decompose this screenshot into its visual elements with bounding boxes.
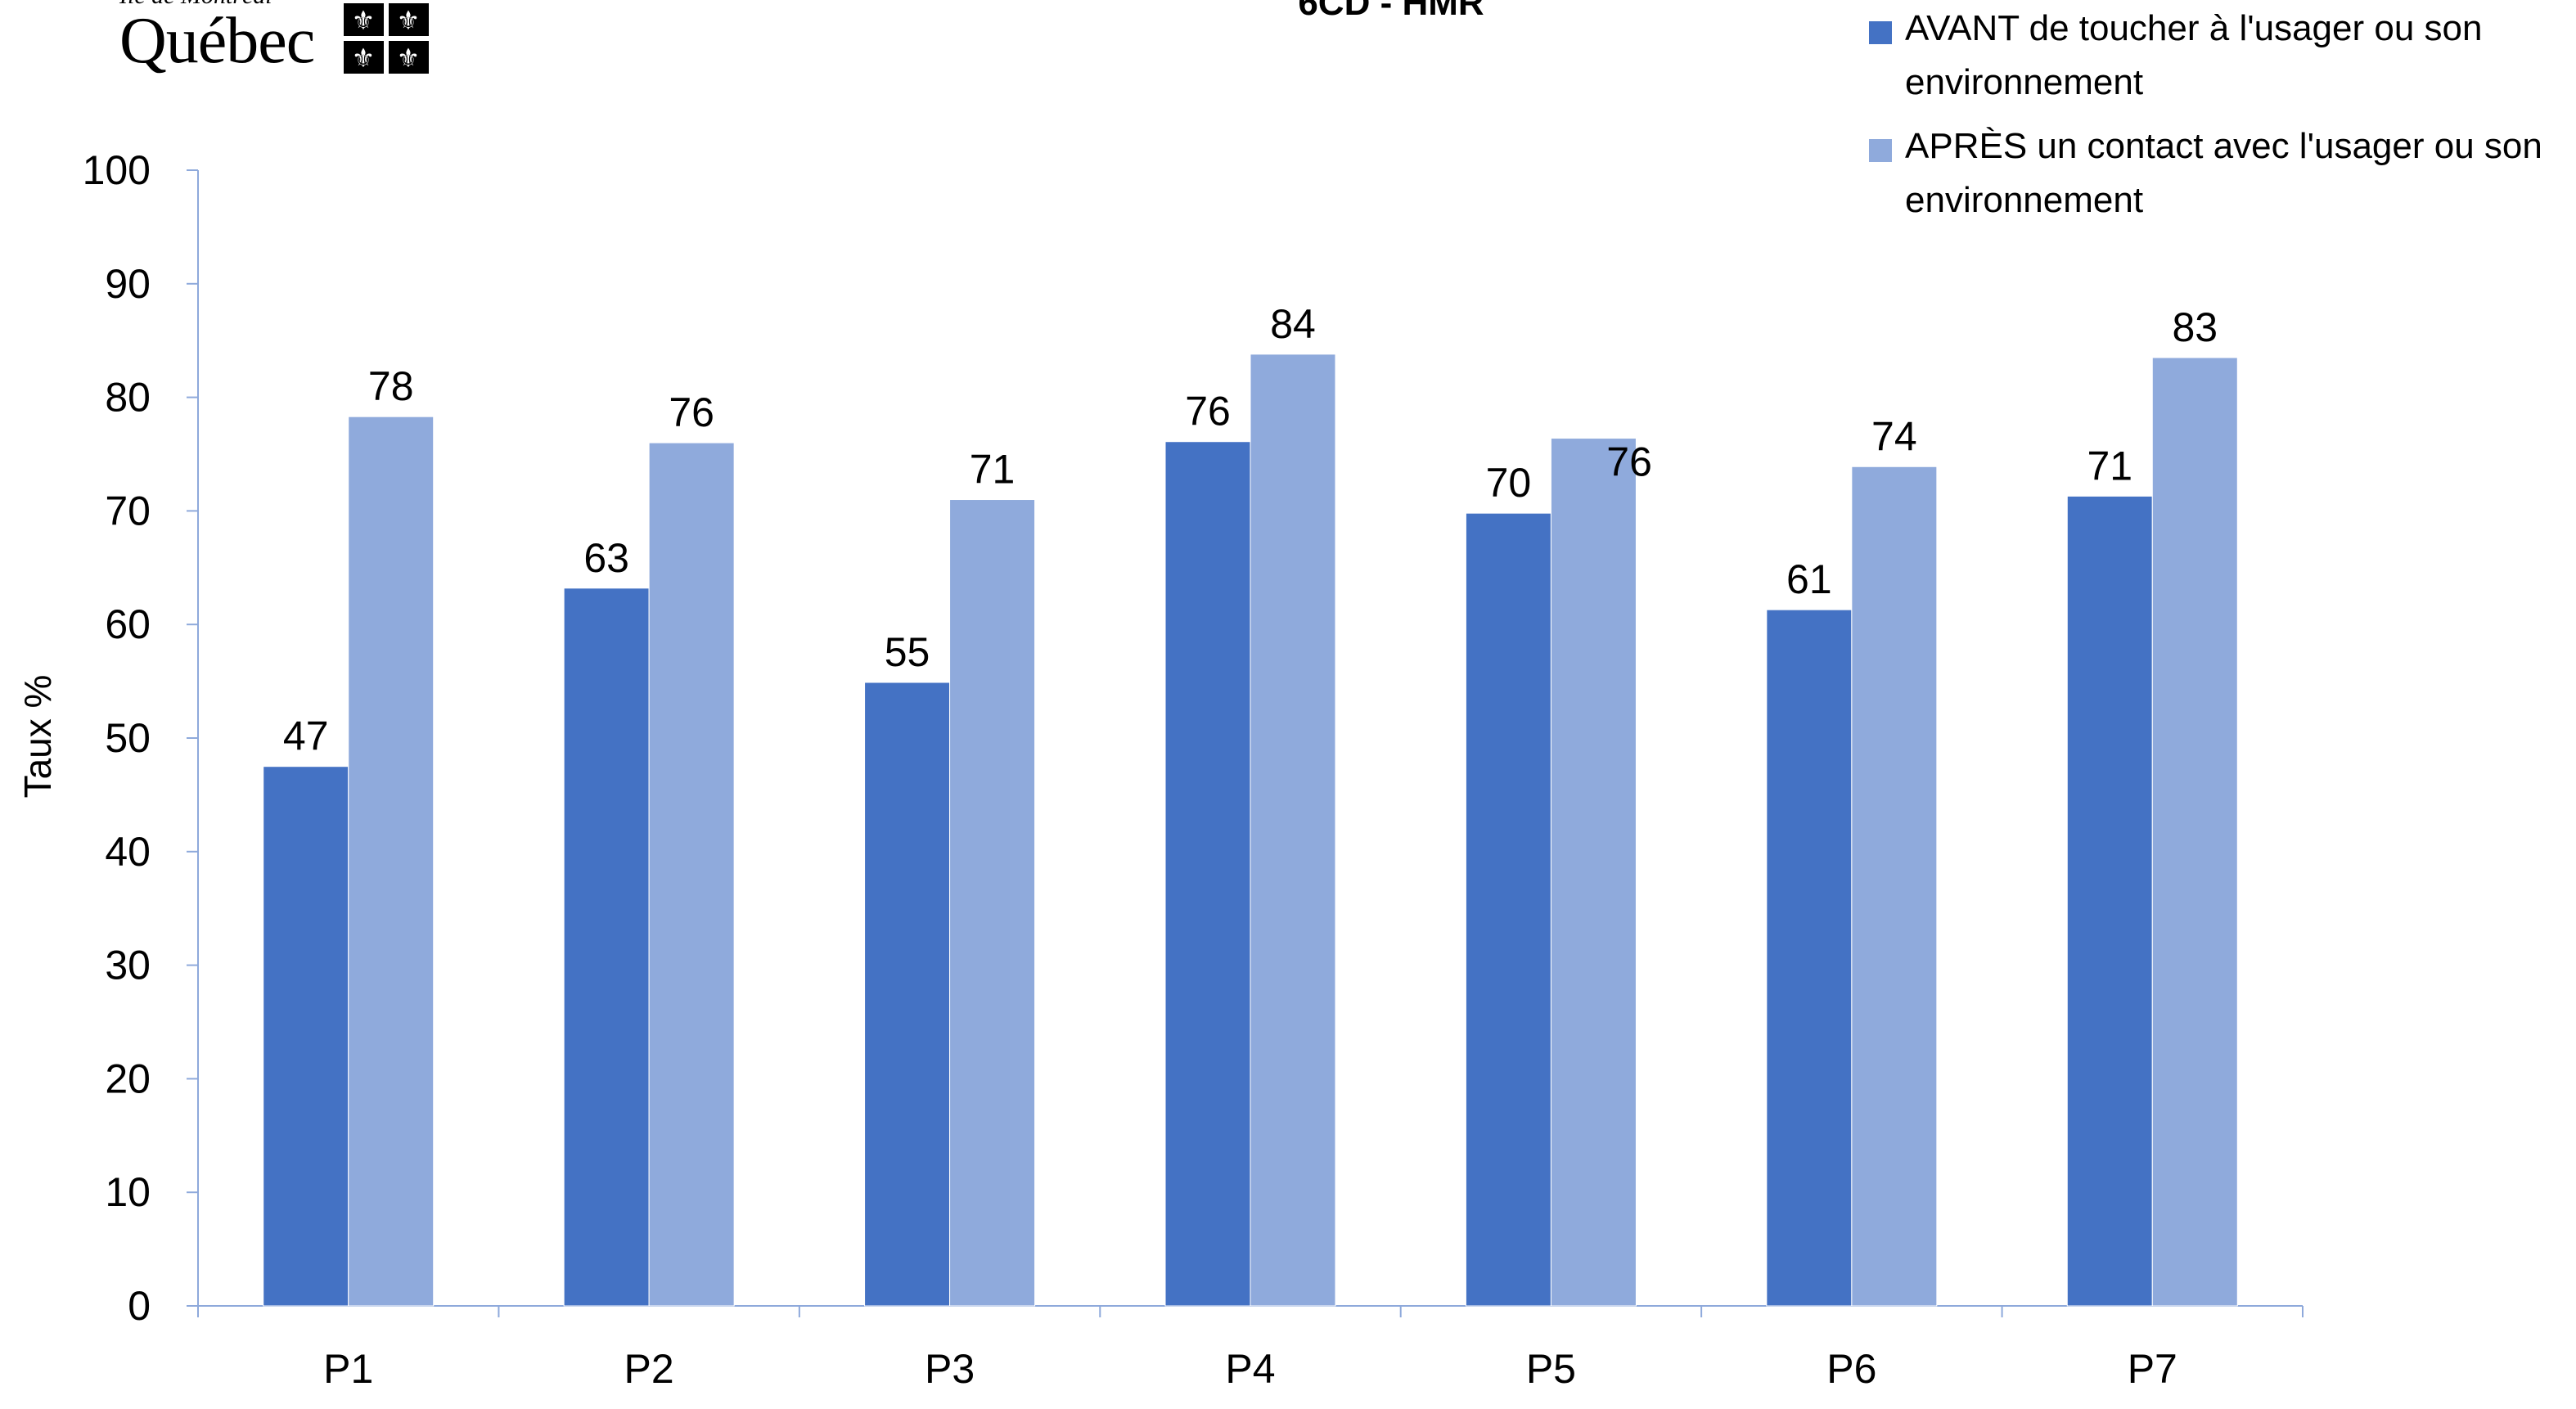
- data-label: 71: [2087, 443, 2132, 488]
- y-tick-label: 20: [105, 1056, 151, 1101]
- legend: AVANT de toucher à l'usager ou son envir…: [1867, 2, 2571, 237]
- data-label: 63: [583, 535, 629, 581]
- quebec-logo: Île de Montréal Québec ⚜ ⚜ ⚜ ⚜: [119, 0, 447, 82]
- y-tick-label: 0: [128, 1283, 151, 1329]
- chart-title: 6CD - HMR: [1298, 0, 1484, 23]
- x-tick-label: P5: [1526, 1346, 1576, 1392]
- svg-text:⚜: ⚜: [397, 5, 421, 36]
- data-label: 70: [1486, 460, 1532, 506]
- y-tick-label: 40: [105, 829, 151, 875]
- y-tick-label: 10: [105, 1169, 151, 1215]
- logo-top-text: Île de Montréal: [119, 0, 272, 10]
- data-label: 83: [2172, 304, 2218, 350]
- bar: [1164, 441, 1251, 1307]
- data-label: 71: [970, 447, 1016, 493]
- legend-swatch-avant: [1869, 21, 1892, 44]
- data-label: 47: [283, 714, 329, 759]
- x-tick-label: P2: [624, 1346, 674, 1392]
- x-tick-label: P3: [925, 1346, 975, 1392]
- x-tick-label: P6: [1826, 1346, 1876, 1392]
- bar: [864, 682, 951, 1307]
- bar: [1250, 353, 1336, 1307]
- y-axis-title: Taux %: [16, 675, 59, 799]
- x-tick-label: P7: [2128, 1346, 2177, 1392]
- bar: [2066, 495, 2153, 1307]
- y-tick-label: 70: [105, 488, 151, 533]
- bar: [1550, 438, 1637, 1307]
- x-tick-label: P4: [1225, 1346, 1275, 1392]
- y-tick-label: 30: [105, 943, 151, 988]
- y-tick-label: 100: [83, 147, 151, 193]
- logo-wordmark: Québec: [119, 5, 315, 77]
- data-label: 76: [1185, 389, 1231, 434]
- y-tick-label: 60: [105, 601, 151, 647]
- legend-item-avant: AVANT de toucher à l'usager ou son envir…: [1867, 2, 2571, 110]
- legend-label-apres: APRÈS un contact avec l'usager ou son en…: [1905, 126, 2542, 220]
- bar: [949, 499, 1036, 1307]
- y-tick-label: 90: [105, 261, 151, 307]
- y-tick-label: 50: [105, 715, 151, 761]
- bar: [1851, 466, 1938, 1307]
- svg-text:⚜: ⚜: [397, 43, 421, 74]
- bar: [1465, 512, 1551, 1307]
- bar: [263, 766, 349, 1307]
- bar: [1766, 609, 1853, 1307]
- bar: [648, 442, 735, 1307]
- legend-item-apres: APRÈS un contact avec l'usager ou son en…: [1867, 119, 2571, 227]
- svg-text:⚜: ⚜: [352, 5, 376, 36]
- bar: [2151, 357, 2238, 1307]
- x-tick-label: P1: [323, 1346, 373, 1392]
- legend-label-avant: AVANT de toucher à l'usager ou son envir…: [1905, 8, 2483, 102]
- plot-area: 0 10 20 30 40 50 60 70 80 90 100 P1 47 78 P2 63 76 P3 55 71…: [83, 147, 2304, 1392]
- legend-swatch-apres: [1869, 139, 1892, 162]
- y-tick-label: 80: [105, 375, 151, 421]
- data-label: 84: [1270, 301, 1316, 347]
- data-label: 76: [669, 389, 714, 435]
- data-label: 78: [368, 363, 414, 409]
- bar: [348, 416, 435, 1307]
- fleur-de-lis-flag-icon: ⚜ ⚜ ⚜ ⚜: [344, 3, 429, 74]
- bar: [563, 587, 650, 1307]
- svg-text:⚜: ⚜: [352, 43, 376, 74]
- data-label: 61: [1786, 556, 1832, 602]
- data-label: 55: [885, 629, 930, 675]
- data-label: 74: [1871, 413, 1917, 459]
- data-label: 76: [1606, 439, 1652, 485]
